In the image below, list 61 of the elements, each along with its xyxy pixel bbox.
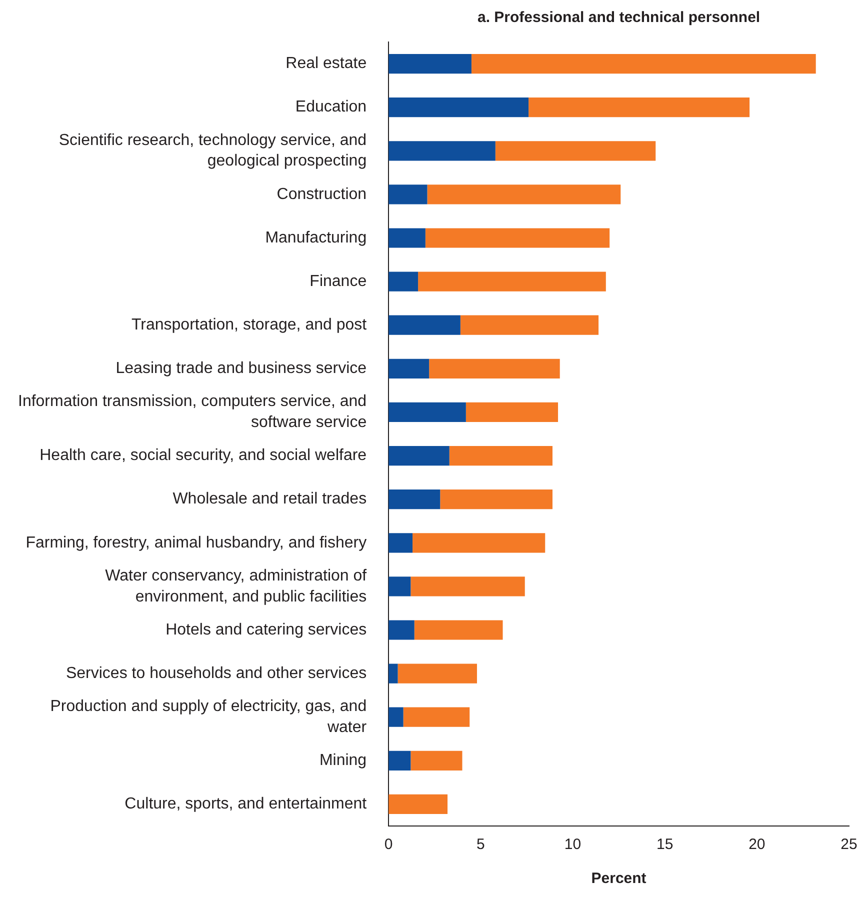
y-tick-label: Water conservancy, administration of environment, and public facilities <box>105 567 368 606</box>
bar <box>418 272 606 292</box>
bar <box>388 54 472 74</box>
bar <box>410 750 462 770</box>
y-tick-label: Scientific research, technology service, and geological prospecting <box>58 132 367 170</box>
x-tick-label: 15 <box>656 836 674 854</box>
x-axis-title: Percent <box>591 870 646 888</box>
y-tick-label: Information transmission, computers service, and software service <box>18 393 367 432</box>
bar <box>388 533 413 553</box>
y-tick-label: Culture, sports, and entertainment <box>124 796 368 813</box>
y-tick-label: Wholesale and retail trades <box>172 490 367 508</box>
bar <box>449 446 552 466</box>
y-tick-label: Real estate <box>286 55 367 72</box>
bar <box>388 228 426 248</box>
bar <box>388 98 529 118</box>
x-tick-label: 20 <box>748 836 766 854</box>
bar <box>398 664 477 684</box>
x-tick-label: 25 <box>840 836 858 854</box>
y-tick-label: Leasing trade and business service <box>116 360 367 378</box>
y-tick-label: Construction <box>276 186 367 203</box>
bar <box>429 358 560 378</box>
bar <box>388 315 460 335</box>
bar <box>388 664 398 684</box>
bar <box>388 794 448 814</box>
y-tick-label: Education <box>295 98 367 116</box>
y-tick-label: Transportation, storage, and post <box>131 316 368 334</box>
bar <box>427 184 621 204</box>
bar <box>388 402 466 422</box>
bar <box>466 402 558 422</box>
bar <box>388 358 430 378</box>
bar <box>528 98 750 118</box>
bar <box>440 490 552 510</box>
y-tick-label: Finance <box>310 272 367 290</box>
bar <box>388 141 496 161</box>
bar <box>471 54 816 74</box>
y-tick-label: Farming, forestry, animal husbandry, and fishery <box>26 534 367 552</box>
bar <box>388 620 414 640</box>
x-tick-label: 0 <box>384 836 393 854</box>
bar <box>414 620 503 640</box>
bar <box>495 141 656 161</box>
y-tick-label: Manufacturing <box>265 229 367 246</box>
bar <box>425 228 610 248</box>
x-tick-label: 5 <box>476 836 485 854</box>
bar <box>388 576 411 596</box>
bar <box>388 707 404 727</box>
chart-title: a. Professional and technical personnel <box>477 9 760 26</box>
y-tick-label: Hotels and catering services <box>166 621 367 638</box>
y-tick-label: Production and supply of electricity, gas, and water <box>50 698 368 736</box>
bar <box>388 446 450 466</box>
bar <box>460 315 599 335</box>
bar <box>403 707 470 727</box>
y-tick-label: Health care, social security, and social welfare <box>40 447 367 464</box>
bar <box>388 750 411 770</box>
bar <box>410 576 525 596</box>
bar <box>412 533 546 553</box>
bar <box>388 272 418 292</box>
y-tick-label: Mining <box>319 752 367 770</box>
bar <box>388 184 428 204</box>
x-tick-label: 10 <box>564 836 582 854</box>
y-tick-label: Services to households and other services <box>66 664 367 682</box>
bar <box>388 490 440 510</box>
